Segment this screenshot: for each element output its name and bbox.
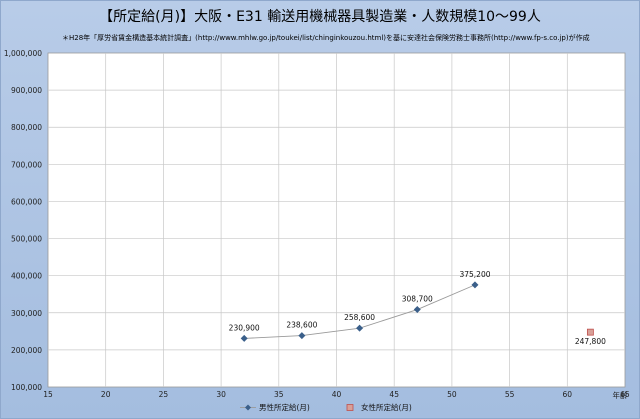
data-label: 247,800 (575, 337, 606, 346)
data-point (413, 306, 421, 314)
y-tick-label: 600,000 (11, 197, 42, 206)
x-tick-label: 20 (101, 390, 111, 399)
chart-title: 【所定給(月)】大阪・E31 輸送用機械器具製造業・人数規模10～99人 (99, 9, 541, 25)
y-tick-label: 100,000 (11, 383, 42, 392)
y-axis-ticks: 100,000 200,000 300,000 400,000 500,000 600,0… (4, 49, 42, 392)
x-tick-label: 65 (620, 390, 630, 399)
data-label: 230,900 (229, 323, 260, 332)
legend-marker (245, 404, 251, 411)
x-tick-label: 30 (216, 390, 226, 399)
x-tick-label: 15 (43, 390, 53, 399)
data-label: 238,600 (286, 321, 317, 330)
x-tick-label: 60 (563, 390, 573, 399)
series-layer (240, 281, 594, 342)
x-tick-label: 45 (389, 390, 399, 399)
legend-label: 男性所定給(月) (259, 402, 310, 412)
x-tick-label: 25 (159, 390, 169, 399)
data-point (471, 281, 479, 289)
data-label: 258,600 (344, 313, 375, 322)
chart-subtitle: ＊H28年「厚労省賃金構造基本統計調査」(http://www.mhlw.go.… (62, 33, 590, 42)
y-tick-label: 900,000 (11, 86, 42, 95)
x-axis-label: 年齢 (613, 390, 628, 400)
y-tick-label: 200,000 (11, 346, 42, 355)
y-tick-label: 300,000 (11, 309, 42, 318)
x-tick-label: 55 (505, 390, 515, 399)
legend-marker (346, 404, 354, 411)
legend: 男性所定給(月) 女性所定給(月) (240, 402, 412, 412)
x-tick-label: 35 (274, 390, 284, 399)
data-labels: 230,900 238,600 258,600 308,700 375,200 247,8… (229, 270, 606, 346)
data-label: 308,700 (402, 295, 433, 304)
y-tick-label: 400,000 (11, 272, 42, 281)
data-point (240, 334, 248, 342)
x-tick-label: 50 (447, 390, 457, 399)
x-tick-label: 40 (332, 390, 342, 399)
gridlines (48, 53, 625, 387)
data-label: 375,200 (459, 270, 490, 279)
data-point (586, 328, 594, 336)
y-tick-label: 1,000,000 (4, 49, 42, 58)
data-point (298, 332, 306, 340)
y-tick-label: 800,000 (11, 123, 42, 132)
x-axis-ticks: 15 20 25 30 35 40 45 50 55 60 65 (43, 390, 630, 399)
y-tick-label: 700,000 (11, 160, 42, 169)
legend-label: 女性所定給(月) (361, 402, 412, 412)
data-point (356, 324, 364, 332)
y-tick-label: 500,000 (11, 235, 42, 244)
